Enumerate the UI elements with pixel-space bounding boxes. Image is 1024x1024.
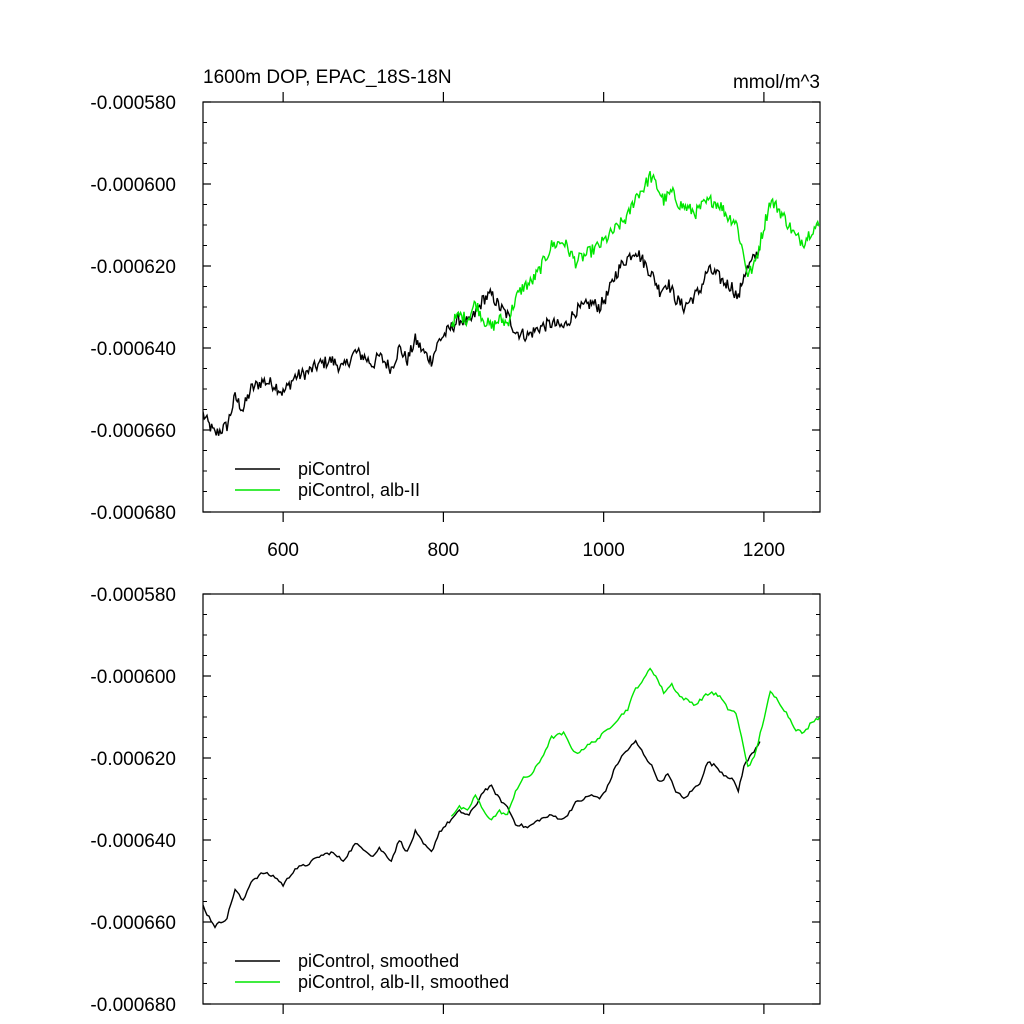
y-tick-label: -0.000680 bbox=[90, 995, 176, 1016]
top-panel-axes: -0.000580 -0.000600 -0.000620 -0.000640 -0.0… bbox=[90, 92, 821, 561]
y-tick-label: -0.000640 bbox=[90, 831, 176, 852]
series-line-alb-ii bbox=[450, 171, 820, 331]
legend-label-alb-smoothed: piControl, alb-II, smoothed bbox=[298, 972, 509, 992]
y-tick-label: -0.000620 bbox=[90, 749, 176, 770]
series-line-alb-ii bbox=[450, 667, 820, 821]
legend-label-alb: piControl, alb-II bbox=[298, 480, 420, 500]
x-tick-label: 600 bbox=[267, 540, 299, 561]
legend-label-picontrol-smoothed: piControl, smoothed bbox=[298, 951, 459, 971]
series-line-picontrol bbox=[203, 739, 761, 929]
y-tick-label: -0.000600 bbox=[90, 175, 176, 196]
bottom-panel-legend: piControl, smoothed piControl, alb-II, s… bbox=[235, 951, 509, 992]
y-tick-label: -0.000620 bbox=[90, 257, 176, 278]
y-tick-label: -0.000680 bbox=[90, 503, 176, 524]
top-panel-legend: piControl piControl, alb-II bbox=[235, 459, 420, 500]
y-tick-label: -0.000600 bbox=[90, 667, 176, 688]
bottom-panel: -0.000580 -0.000600 -0.000620 -0.000640 -0.0… bbox=[90, 584, 821, 1016]
bottom-panel-axes: -0.000580 -0.000600 -0.000620 -0.000640 -0.0… bbox=[90, 584, 821, 1016]
x-tick-label: 1000 bbox=[583, 540, 625, 561]
y-tick-label: -0.000580 bbox=[90, 585, 176, 606]
series-line-picontrol bbox=[203, 248, 761, 436]
legend-label-picontrol: piControl bbox=[298, 459, 370, 479]
y-tick-label: -0.000660 bbox=[90, 913, 176, 934]
x-tick-label: 800 bbox=[428, 540, 460, 561]
y-tick-label: -0.000660 bbox=[90, 421, 176, 442]
units-label: mmol/m^3 bbox=[733, 72, 820, 93]
panel-title: 1600m DOP, EPAC_18S-18N bbox=[203, 67, 452, 88]
top-panel: 1600m DOP, EPAC_18S-18N mmol/m^3 -0.0005… bbox=[90, 67, 821, 561]
y-tick-label: -0.000580 bbox=[90, 93, 176, 114]
x-tick-label: 1200 bbox=[743, 540, 785, 561]
bottom-panel-lines bbox=[203, 667, 820, 929]
top-panel-lines bbox=[203, 171, 820, 436]
plot-frame bbox=[202, 593, 821, 1005]
y-tick-label: -0.000640 bbox=[90, 339, 176, 360]
